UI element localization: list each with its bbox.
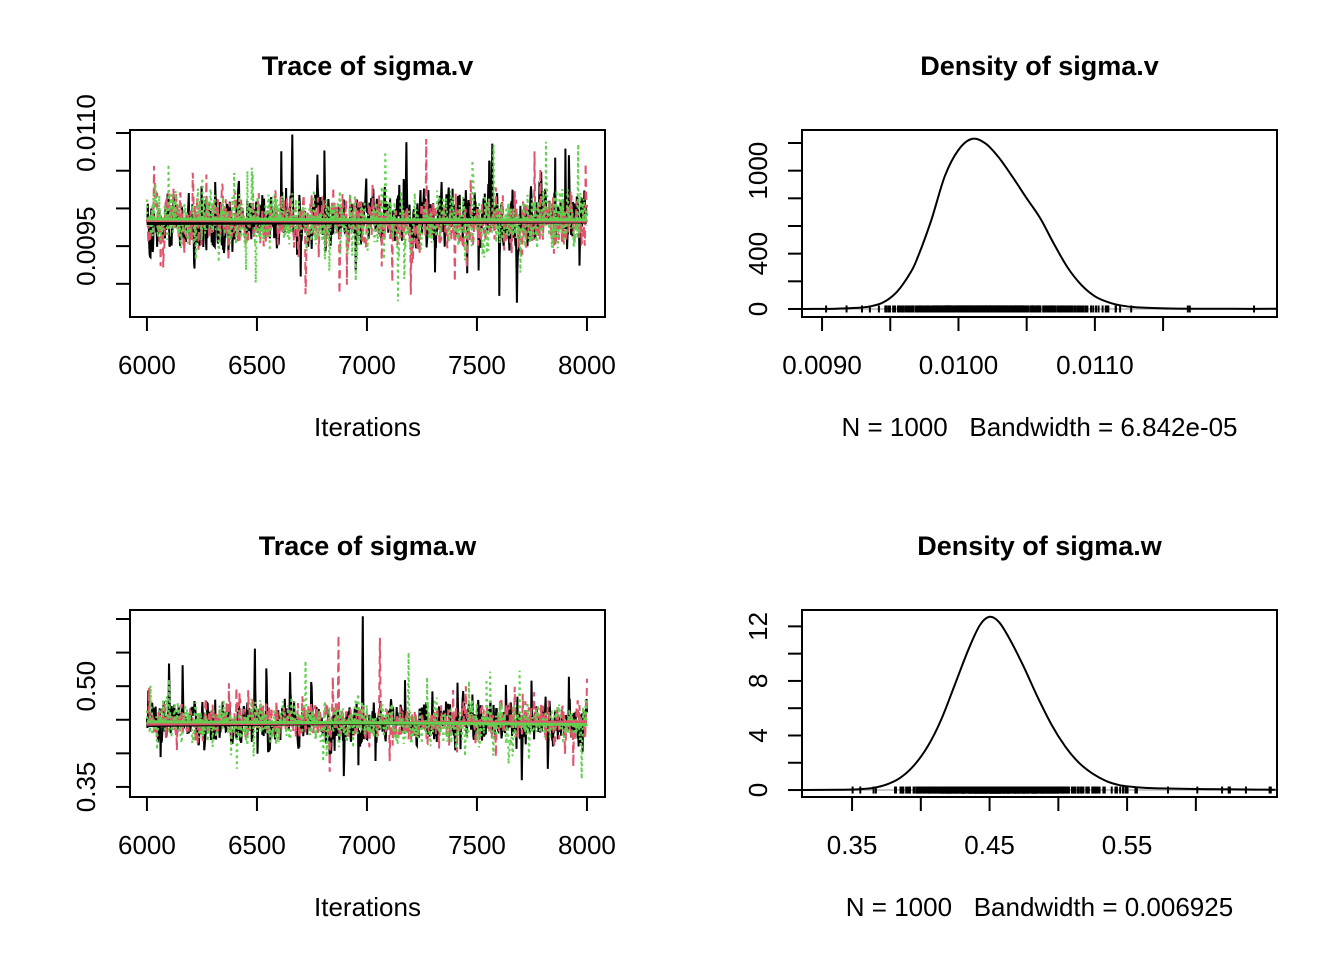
y-tick-label: 4 — [743, 728, 773, 742]
panel-density-sigma-w: Density of sigma.w N = 1000 Bandwidth = … — [672, 480, 1344, 960]
density-sigma-v-plot: 0.0090 0.0100 0.0110 0 400 1000 — [743, 129, 1278, 380]
x-tick-label: 7500 — [448, 350, 506, 380]
y-tick-label: 0.0095 — [71, 206, 101, 286]
smooth-line-3 — [146, 217, 588, 222]
trace-chain-3 — [145, 141, 588, 302]
x-tick-label: 6500 — [228, 830, 286, 860]
y-axis: 0 400 1000 — [743, 142, 802, 316]
y-axis: 0.35 0.50 — [71, 618, 130, 813]
y-tick-label: 8 — [743, 674, 773, 688]
x-axis: 0.0090 0.0100 0.0110 — [782, 317, 1165, 380]
density-curve — [802, 615, 1276, 791]
y-tick-label: 0 — [743, 302, 773, 316]
y-tick-label: 0.50 — [71, 661, 101, 712]
x-tick-label: 0.55 — [1102, 830, 1153, 860]
y-axis: 0.0095 0.0110 — [71, 94, 130, 286]
y-tick-label: 400 — [743, 232, 773, 275]
y-tick-label: 0.0110 — [71, 94, 101, 172]
trace-chain-1 — [145, 616, 588, 781]
smooth-line-3 — [146, 720, 588, 726]
plot-area — [802, 137, 1277, 313]
x-tick-label: 0.35 — [827, 830, 878, 860]
plot-box — [801, 609, 1278, 798]
plot-box — [129, 609, 606, 798]
plot-box — [129, 129, 606, 318]
trace-sigma-v-plot: 6000 6500 7000 7500 8000 0.0095 0.0110 — [71, 94, 616, 380]
plot-box — [801, 129, 1278, 318]
x-tick-label: 8000 — [558, 830, 616, 860]
x-axis-title: Iterations — [314, 412, 421, 442]
x-axis-title: Iterations — [314, 892, 421, 922]
x-tick-label: 0.0100 — [919, 350, 999, 380]
x-tick-label: 0.45 — [964, 830, 1015, 860]
x-axis: 6000 6500 7000 7500 8000 — [118, 317, 616, 380]
trace-sigma-w-plot: 6000 6500 7000 7500 8000 0.35 0.50 — [71, 609, 616, 860]
plot-area — [145, 616, 588, 781]
density-footer: N = 1000 Bandwidth = 0.006925 — [845, 892, 1234, 922]
x-tick-label: 0.0090 — [782, 350, 862, 380]
y-axis: 0 4 8 12 — [743, 612, 802, 797]
rug — [851, 786, 1272, 794]
y-tick-label: 1000 — [743, 142, 773, 200]
x-tick-label: 6000 — [118, 830, 176, 860]
x-axis: 6000 6500 7000 7500 8000 — [118, 797, 616, 860]
x-tick-label: 0.0110 — [1056, 350, 1134, 380]
y-tick-label: 12 — [743, 612, 773, 641]
trace-chain-3 — [145, 652, 588, 779]
rug — [825, 305, 1256, 313]
panel-title: Density of sigma.w — [917, 531, 1162, 561]
x-tick-label: 8000 — [558, 350, 616, 380]
x-tick-label: 7000 — [338, 350, 396, 380]
x-tick-label: 6000 — [118, 350, 176, 380]
plot-area — [145, 134, 588, 303]
panel-title: Density of sigma.v — [920, 51, 1159, 81]
y-tick-label: 0 — [743, 783, 773, 797]
panel-trace-sigma-v: Trace of sigma.v Iterations 6000 6500 7000… — [0, 0, 672, 480]
panel-title: Trace of sigma.w — [258, 531, 477, 561]
x-tick-label: 6500 — [228, 350, 286, 380]
x-axis: 0.35 0.45 0.55 — [827, 797, 1197, 860]
density-sigma-w-plot: 0.35 0.45 0.55 0 4 8 12 — [743, 609, 1278, 860]
density-curve — [802, 137, 1277, 310]
x-tick-label: 7500 — [448, 830, 506, 860]
density-footer: N = 1000 Bandwidth = 6.842e-05 — [841, 412, 1238, 442]
panel-trace-sigma-w: Trace of sigma.w Iterations 6000 6500 7000… — [0, 480, 672, 960]
x-tick-label: 7000 — [338, 830, 396, 860]
plot-area — [802, 615, 1277, 794]
panel-title: Trace of sigma.v — [261, 51, 474, 81]
panel-density-sigma-v: Density of sigma.v N = 1000 Bandwidth = … — [672, 0, 1344, 480]
y-tick-label: 0.35 — [71, 762, 101, 813]
